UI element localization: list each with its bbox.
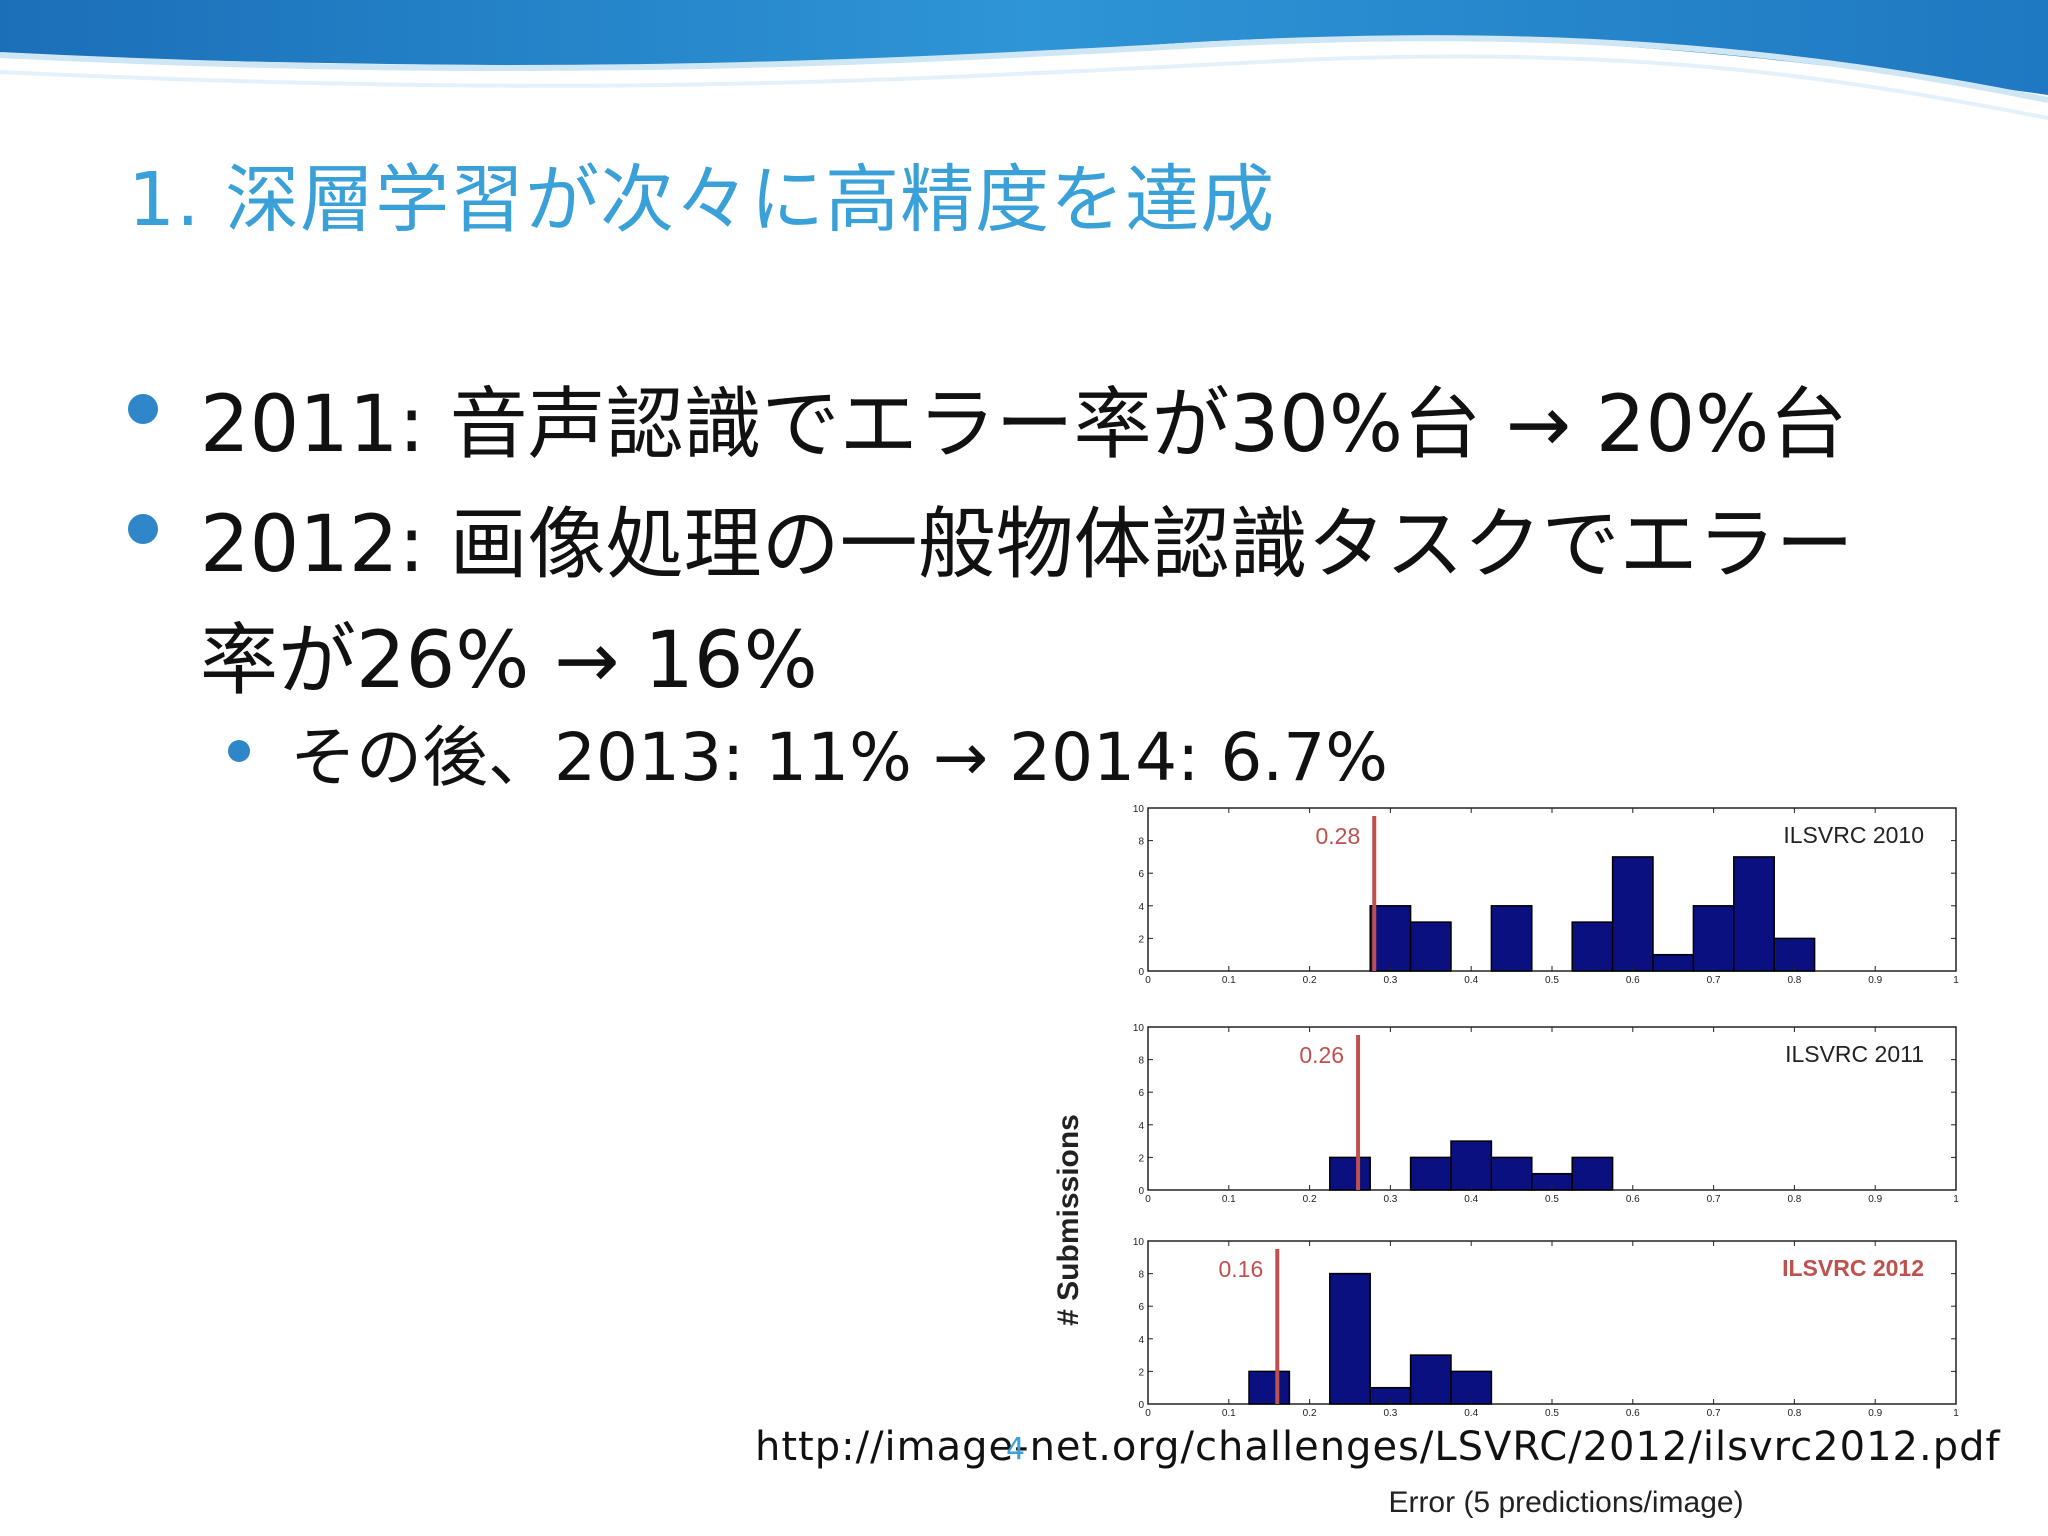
histogram-bar [1652,953,1695,972]
x-tick-label: 0.8 [1787,1194,1801,1205]
y-tick-label: 0 [1138,967,1144,978]
x-tick-label: 0.3 [1383,975,1397,986]
x-tick-label: 0.4 [1464,1194,1478,1205]
histogram-bar [1248,1370,1291,1405]
bullet-2-continued: 率が26% → 16% [200,616,818,706]
x-tick-label: 0.4 [1464,975,1478,986]
x-tick-label: 0.1 [1222,1194,1236,1205]
x-tick-label: 0.5 [1545,1408,1559,1419]
histogram-bar [1409,1156,1452,1191]
x-tick-label: 0.2 [1303,1408,1317,1419]
bullet-2: 2012: 画像処理の一般物体認識タスクでエラー [200,500,1854,590]
x-tick-label: 1 [1953,1194,1959,1205]
x-tick-label: 0.2 [1303,975,1317,986]
histogram-bar [1571,1156,1614,1191]
y-tick-label: 4 [1138,902,1144,913]
y-tick-label: 8 [1138,1270,1144,1281]
panel-frame-0 [1147,807,1957,972]
x-tick-label: 0 [1145,1194,1151,1205]
y-tick-label: 8 [1138,1056,1144,1067]
y-tick-label: 2 [1138,1153,1144,1164]
x-tick-label: 0.2 [1303,1194,1317,1205]
sub-bullet-dot [228,740,250,762]
x-tick-label: 1 [1953,975,1959,986]
histogram-bar [1329,1156,1371,1191]
error-histogram-figure: 0 0.1 0.2 0.3 0.4 0.5 0.6 0.7 0.8 0.9 102468100.28… [1052,804,1959,1519]
histogram-bar [1329,1272,1371,1405]
y-tick-label: 6 [1138,1302,1144,1313]
slide-title: 1. 深層学習が次々に高精度を達成 [128,157,1276,243]
y-tick-label: 10 [1133,804,1145,815]
y-tick-label: 8 [1138,837,1144,848]
x-tick-label: 0.6 [1626,1408,1640,1419]
x-tick-label: 0.9 [1868,1194,1882,1205]
y-tick-label: 0 [1138,1186,1144,1197]
bullet-1: 2011: 音声認識でエラー率が30%台 → 20%台 [200,380,1848,470]
histogram-bar [1409,1354,1452,1405]
y-tick-label: 4 [1138,1121,1144,1132]
x-axis-label: Error (5 predictions/image) [1388,1486,1743,1519]
y-axis-label: # Submissions [1052,1114,1085,1326]
x-tick-label: 0.3 [1383,1194,1397,1205]
x-tick-label: 0.7 [1707,1194,1721,1205]
histogram-bar [1611,856,1654,972]
histogram-bar [1692,905,1735,972]
x-tick-label: 1 [1953,1408,1959,1419]
panel-title: ILSVRC 2010 [1783,822,1924,848]
bullet-dot-1 [128,394,158,424]
bullet-dot-2 [128,514,158,544]
x-tick-label: 0.9 [1868,975,1882,986]
x-tick-label: 0 [1145,975,1151,986]
y-tick-label: 6 [1138,1088,1144,1099]
x-tick-label: 0.1 [1222,1408,1236,1419]
x-tick-label: 0.5 [1545,1194,1559,1205]
y-tick-label: 10 [1133,1023,1145,1034]
x-tick-label: 0.1 [1222,975,1236,986]
x-tick-label: 0.8 [1787,975,1801,986]
histogram-bar [1490,1156,1533,1191]
x-tick-label: 0.7 [1707,975,1721,986]
panel-title: ILSVRC 2011 [1785,1041,1924,1067]
histogram-bar [1369,905,1412,972]
histogram-bar [1450,1140,1493,1191]
threshold-marker-label: 0.26 [1299,1042,1344,1068]
histogram-bar [1409,921,1452,972]
y-tick-label: 2 [1138,934,1144,945]
panel-frame-1 [1147,1026,1957,1191]
y-tick-label: 0 [1138,1400,1144,1411]
x-tick-label: 0.8 [1787,1408,1801,1419]
threshold-marker-label: 0.28 [1315,823,1360,849]
threshold-marker-label: 0.16 [1219,1256,1264,1282]
y-tick-label: 4 [1138,1335,1144,1346]
x-tick-label: 0 [1145,1408,1151,1419]
x-tick-label: 0.6 [1626,975,1640,986]
x-tick-label: 0.5 [1545,975,1559,986]
header-wave-decoration [0,0,2048,120]
sub-bullet: その後、2013: 11% → 2014: 6.7% [290,719,1388,796]
histogram-bar [1733,856,1775,972]
x-tick-label: 0.7 [1707,1408,1721,1419]
panel-title: ILSVRC 2012 [1782,1255,1924,1281]
y-tick-label: 2 [1138,1367,1144,1378]
y-tick-label: 6 [1138,869,1144,880]
histogram-bar [1571,921,1614,972]
x-tick-label: 0.9 [1868,1408,1882,1419]
x-tick-label: 0.6 [1626,1194,1640,1205]
source-url: http://image-net.org/challenges/LSVRC/20… [755,1424,2001,1470]
x-tick-label: 0.3 [1383,1408,1397,1419]
y-tick-label: 10 [1133,1237,1145,1248]
x-tick-label: 0.4 [1464,1408,1478,1419]
page-number: 4 [1006,1432,1026,1467]
histogram-bar [1490,905,1533,972]
